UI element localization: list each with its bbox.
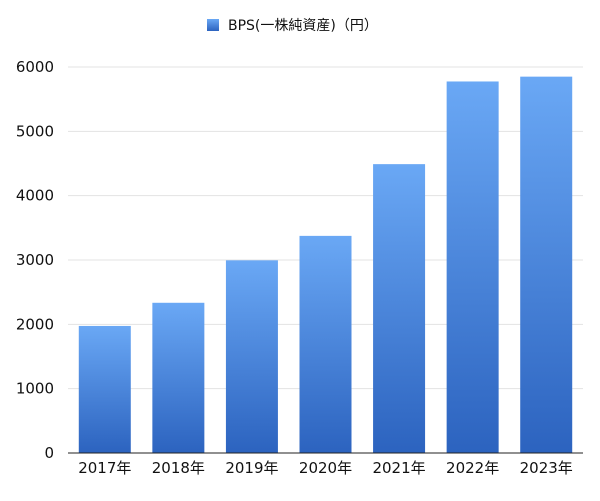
bar-2021年 [373,164,426,454]
y-tick-label: 6000 [16,58,54,76]
x-tick-label: 2022年 [446,459,499,477]
y-tick-label: 4000 [16,187,54,205]
y-axis-ticks: 0 1000 2000 3000 4000 5000 6000 [16,58,54,462]
bar-2019年 [225,260,278,453]
legend-label: BPS(一株純資産)（円） [228,18,378,34]
bar-2023年 [520,76,573,454]
x-tick-label: 2017年 [78,459,131,477]
x-tick-label: 2018年 [152,459,205,477]
x-tick-label: 2021年 [372,459,425,477]
bar-2020年 [299,235,352,453]
bar-2017年 [78,325,131,453]
y-tick-label: 3000 [16,251,54,269]
x-tick-label: 2023年 [520,459,573,477]
y-tick-label: 0 [44,444,54,462]
bar-2022年 [446,81,499,453]
legend: BPS(一株純資産)（円） [207,18,378,34]
bar-2018年 [152,302,205,453]
y-tick-label: 5000 [16,122,54,140]
x-tick-label: 2019年 [225,459,278,477]
bars [78,76,573,454]
y-tick-label: 2000 [16,315,54,333]
y-tick-label: 1000 [16,380,54,398]
x-tick-label: 2020年 [299,459,352,477]
x-axis-ticks: 2017年 2018年 2019年 2020年 2021年 2022年 2023年 [78,459,573,477]
legend-swatch [207,19,219,31]
